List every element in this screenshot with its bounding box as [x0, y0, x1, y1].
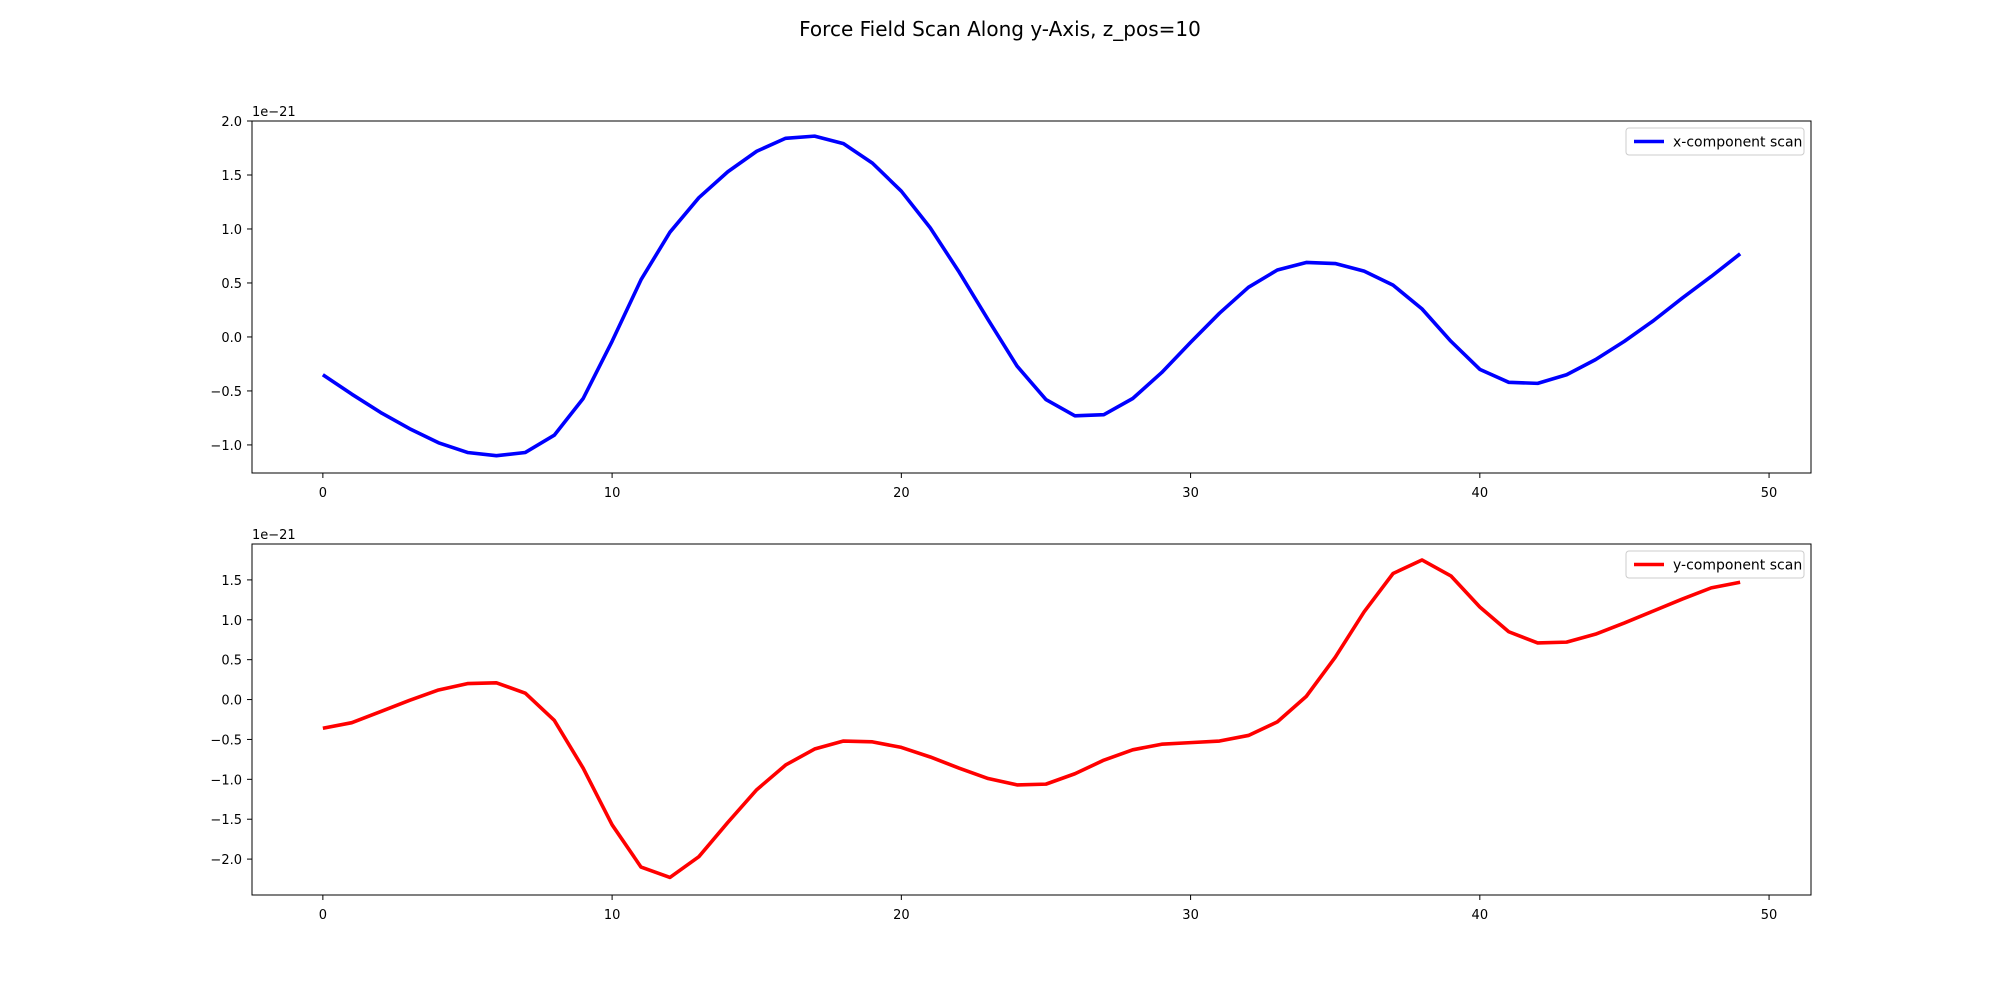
x-component-y-tick-label: −1.0 — [210, 439, 242, 454]
y-component-x-tick-label: 50 — [1761, 908, 1778, 923]
y-component-y-tick-label: −1.0 — [210, 773, 242, 788]
x-component-series-line — [321, 134, 1742, 458]
y-component-x-tick-label: 30 — [1182, 908, 1199, 923]
y-component-y-tick-label: 0.5 — [221, 654, 242, 669]
x-component-x-tick-label: 0 — [319, 486, 327, 501]
y-component-x-tick-label: 10 — [604, 908, 621, 923]
x-component-x-tick-label: 30 — [1182, 486, 1199, 501]
y-component-series-line — [322, 558, 1741, 880]
y-component-y-tick-label: −1.5 — [210, 813, 242, 828]
x-component-x-tick-label: 50 — [1761, 486, 1778, 501]
x-component-y-tick-label: 0.5 — [221, 277, 242, 292]
x-component-x-tick-label: 40 — [1472, 486, 1489, 501]
y-component-legend-label: y-component scan — [1673, 558, 1802, 574]
y-component-y-tick-label: −0.5 — [210, 733, 242, 748]
x-component-x-tick-label: 20 — [893, 486, 910, 501]
x-component-legend-box — [1625, 127, 1805, 156]
y-component-x-tick-label: 0 — [319, 908, 327, 923]
x-component-y-tick-label: 2.0 — [221, 115, 242, 130]
y-component-y-tick-label: 0.0 — [221, 694, 242, 709]
x-component-x-tick-label: 10 — [604, 486, 621, 501]
x-component-y-tick-label: −0.5 — [210, 385, 242, 400]
y-component-axes-frame — [251, 543, 1812, 896]
y-component-x-tick-label: 20 — [893, 908, 910, 923]
y-component-panel: 0 10 20 30 40 50 −2.0 −1.5 −1.0 −0.5 0.0 0.5 1.0 1.5 1… — [210, 528, 1812, 923]
y-component-x-tick-label: 40 — [1472, 908, 1489, 923]
y-component-legend-box — [1625, 550, 1805, 579]
x-component-legend-label: x-component scan — [1673, 135, 1802, 151]
x-component-legend: x-component scan — [1625, 127, 1805, 156]
figure-title: Force Field Scan Along y-Axis, z_pos=10 — [799, 17, 1201, 41]
y-component-y-tick-label: 1.5 — [221, 574, 242, 589]
x-component-panel: 0 10 20 30 40 50 −1.0 −0.5 0.0 0.5 1.0 1.5 2.0 1e−21 x… — [210, 105, 1812, 501]
y-component-y-tick-label: −2.0 — [210, 853, 242, 868]
y-component-legend: y-component scan — [1625, 550, 1805, 579]
x-component-y-tick-label: 1.5 — [221, 169, 242, 184]
x-component-offset-label: 1e−21 — [252, 105, 296, 120]
x-component-y-tick-label: 1.0 — [221, 223, 242, 238]
x-component-y-tick-label: 0.0 — [221, 331, 242, 346]
y-component-offset-label: 1e−21 — [252, 528, 296, 543]
x-component-axes-frame — [251, 120, 1812, 474]
y-component-y-tick-label: 1.0 — [221, 614, 242, 629]
